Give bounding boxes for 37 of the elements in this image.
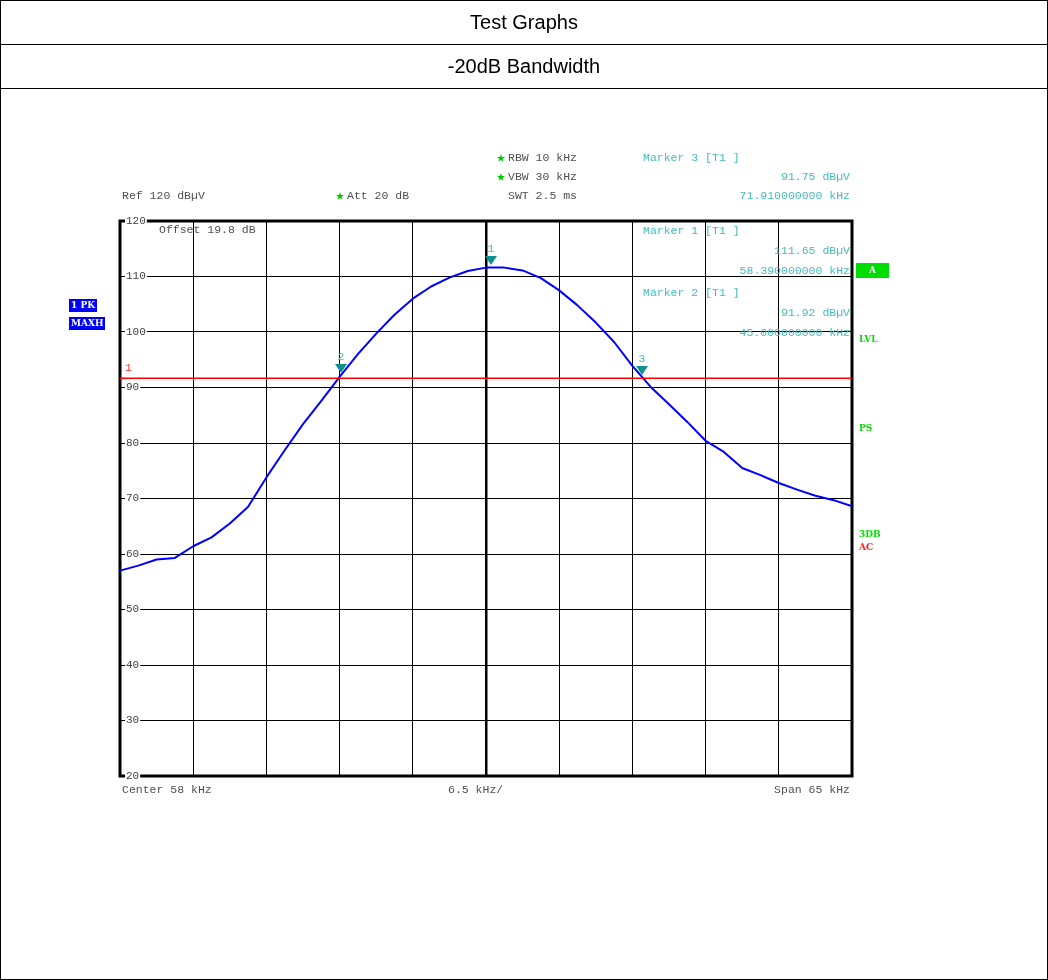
annotation: 1 [125,361,132,374]
y-tick-label: 120 [126,214,146,227]
annotation: Marker 2 [T1 ] [643,286,740,299]
text: PS [859,422,873,435]
y-tick-label: 60 [126,547,140,560]
text: RBW 10 kHz [508,151,578,164]
chart-title: Test Graphs [1,1,1047,45]
text: A [856,263,889,278]
text: 91.75 dBµV [780,170,850,183]
text: LVL [859,333,878,346]
y-tick-label: 50 [126,603,140,616]
text: AC [859,541,874,554]
y-tick-label: 110 [126,270,146,283]
annotation: 91.92 dBµV [780,306,850,319]
y-tick-label: 100 [126,325,146,338]
chart-subtitle: -20dB Bandwidth [1,45,1047,89]
text: 1 PK [69,299,97,312]
y-tick-label: 40 [126,658,140,671]
text: MAXH [69,317,106,330]
text: Att 20 dB [347,189,410,202]
y-tick-label: 80 [126,436,140,449]
text: SWT 2.5 ms [508,189,578,202]
y-tick-label: 20 [126,769,140,782]
y-tick-label: 30 [126,714,140,727]
annotation: Marker 1 [T1 ] [643,224,740,237]
annotation: 1 [487,242,495,255]
text: Marker 3 [T1 ] [643,151,740,164]
text: 71.910000000 kHz [739,189,850,202]
text: 3DB [859,528,881,541]
text: 6.5 kHz/ [448,783,504,796]
text: Span 65 kHz [774,783,850,796]
text: VBW 30 kHz [508,170,578,183]
text: Center 58 kHz [122,783,212,796]
y-tick-label: 90 [126,381,140,394]
text: Ref 120 dBµV [122,189,205,202]
y-tick-label: 70 [126,492,140,505]
annotation: 3 [638,352,646,365]
